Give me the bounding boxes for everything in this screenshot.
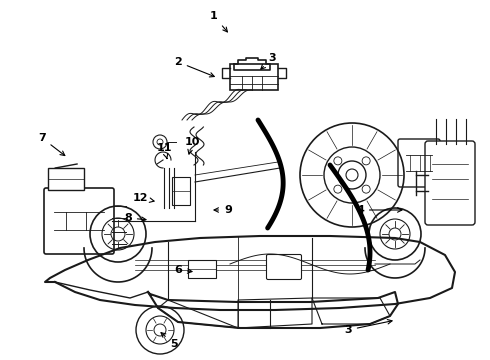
Bar <box>48 168 84 190</box>
Polygon shape <box>234 58 270 70</box>
Text: 8: 8 <box>124 213 146 223</box>
Text: 2: 2 <box>174 57 214 77</box>
Text: 10: 10 <box>184 137 200 154</box>
FancyBboxPatch shape <box>398 139 440 187</box>
Text: 5: 5 <box>161 333 178 349</box>
Text: 3: 3 <box>344 320 392 335</box>
FancyBboxPatch shape <box>44 188 114 254</box>
Text: 12: 12 <box>132 193 154 203</box>
Text: 11: 11 <box>156 143 172 159</box>
Text: 7: 7 <box>38 133 65 156</box>
Text: 9: 9 <box>214 205 232 215</box>
Text: 3: 3 <box>261 53 276 69</box>
Bar <box>172 177 190 205</box>
FancyBboxPatch shape <box>267 255 301 279</box>
FancyBboxPatch shape <box>425 141 475 225</box>
Bar <box>188 260 216 278</box>
Text: 4: 4 <box>356 205 402 215</box>
Polygon shape <box>230 64 278 90</box>
Text: 6: 6 <box>174 265 192 275</box>
Text: 1: 1 <box>210 11 227 32</box>
